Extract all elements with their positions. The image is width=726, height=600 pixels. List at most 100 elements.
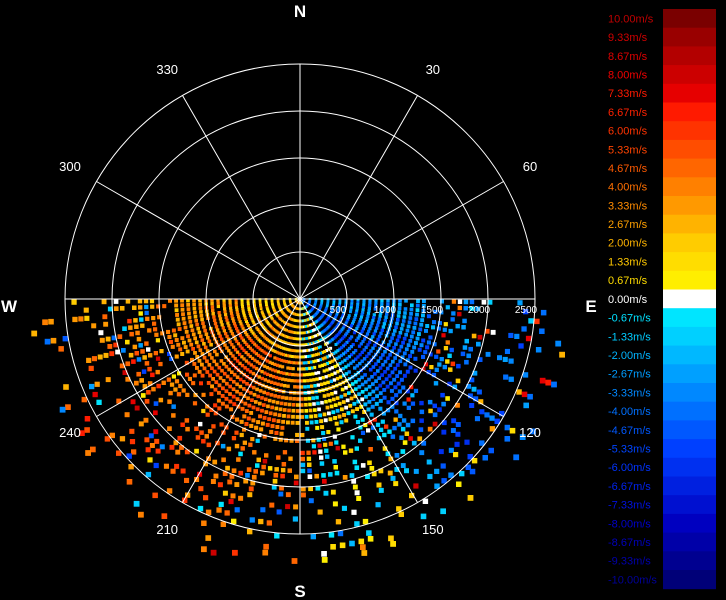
velocity-gate xyxy=(342,475,348,480)
velocity-gate xyxy=(304,355,307,359)
velocity-gate xyxy=(281,419,286,424)
velocity-gate xyxy=(302,337,306,341)
velocity-gate xyxy=(319,461,325,466)
velocity-gate xyxy=(499,410,505,417)
velocity-gate xyxy=(322,479,327,484)
velocity-gate xyxy=(232,334,236,338)
velocity-gate xyxy=(237,317,241,321)
velocity-gate xyxy=(307,462,312,467)
velocity-gate xyxy=(378,468,384,474)
velocity-gate xyxy=(382,395,387,400)
velocity-gate xyxy=(229,474,235,479)
velocity-gate xyxy=(258,299,262,303)
cardinal-east: E xyxy=(585,297,596,316)
velocity-gate xyxy=(360,329,364,333)
velocity-gate xyxy=(299,361,303,365)
velocity-gate xyxy=(42,319,48,326)
velocity-gate xyxy=(530,428,536,435)
velocity-gate xyxy=(267,398,272,403)
velocity-gate xyxy=(212,315,216,319)
velocity-gate xyxy=(199,313,204,318)
colorbar-label: 2.00m/s xyxy=(608,238,648,250)
velocity-gate xyxy=(340,346,344,350)
velocity-gate xyxy=(403,307,408,311)
velocity-gate xyxy=(300,409,304,413)
velocity-gate xyxy=(388,339,393,344)
velocity-gate xyxy=(271,418,276,423)
velocity-gate xyxy=(349,540,355,547)
velocity-gate xyxy=(261,313,265,316)
velocity-gate xyxy=(276,419,281,424)
velocity-gate xyxy=(272,319,276,323)
velocity-gate xyxy=(220,337,224,341)
velocity-gate xyxy=(290,342,294,346)
velocity-gate xyxy=(167,352,172,357)
velocity-gate xyxy=(269,340,273,344)
velocity-gate xyxy=(379,311,383,315)
velocity-gate xyxy=(162,304,167,309)
velocity-gate xyxy=(408,339,413,343)
velocity-gate xyxy=(306,360,310,364)
velocity-gate xyxy=(323,442,328,447)
velocity-gate xyxy=(342,413,346,417)
velocity-gate xyxy=(371,382,375,386)
velocity-gate xyxy=(421,304,426,308)
colorbar-swatch xyxy=(663,139,716,160)
velocity-gate xyxy=(340,317,343,320)
velocity-gate xyxy=(408,365,413,370)
velocity-gate xyxy=(358,353,362,357)
velocity-gate xyxy=(311,396,315,400)
velocity-gate xyxy=(225,381,229,386)
velocity-gate xyxy=(364,387,368,392)
velocity-gate xyxy=(508,358,514,364)
velocity-gate xyxy=(421,367,426,372)
velocity-gate xyxy=(254,425,259,430)
velocity-gate xyxy=(240,324,244,328)
velocity-gate xyxy=(395,352,400,357)
velocity-gate xyxy=(374,362,378,366)
velocity-gate xyxy=(194,340,199,345)
velocity-gate xyxy=(258,331,262,335)
velocity-gate xyxy=(248,354,252,359)
velocity-gate xyxy=(249,517,255,523)
velocity-gate xyxy=(254,366,259,371)
velocity-gate xyxy=(96,399,102,405)
velocity-gate xyxy=(270,361,274,365)
velocity-gate xyxy=(85,450,91,456)
velocity-gate xyxy=(194,448,199,454)
velocity-gate xyxy=(240,346,244,350)
velocity-gate xyxy=(230,493,236,499)
velocity-gate xyxy=(341,505,347,511)
velocity-gate xyxy=(248,442,253,447)
velocity-gate xyxy=(302,367,306,371)
velocity-gate xyxy=(273,436,278,441)
velocity-gate xyxy=(175,317,180,322)
velocity-gate xyxy=(194,477,200,482)
velocity-gate xyxy=(485,351,491,357)
velocity-gate xyxy=(152,321,157,326)
velocity-gate xyxy=(349,361,353,365)
velocity-gate xyxy=(258,414,262,419)
velocity-gate xyxy=(284,378,288,382)
velocity-gate xyxy=(527,393,533,400)
velocity-gate xyxy=(456,481,462,487)
velocity-gate xyxy=(210,298,214,302)
velocity-gate xyxy=(448,328,453,334)
velocity-gate xyxy=(185,372,190,377)
velocity-gate xyxy=(312,335,316,338)
velocity-gate xyxy=(259,305,263,309)
velocity-gate xyxy=(334,350,338,354)
velocity-gate xyxy=(305,438,310,443)
velocity-gate xyxy=(373,343,377,348)
velocity-gate xyxy=(398,331,403,335)
velocity-gate xyxy=(336,311,339,315)
velocity-gate xyxy=(122,370,128,375)
velocity-gate xyxy=(207,352,212,357)
velocity-gate xyxy=(329,339,333,343)
velocity-gate xyxy=(274,406,279,411)
velocity-gate xyxy=(232,372,237,377)
velocity-gate xyxy=(246,353,250,357)
velocity-gate xyxy=(464,439,470,445)
velocity-gate xyxy=(248,486,254,492)
velocity-gate xyxy=(440,392,445,398)
